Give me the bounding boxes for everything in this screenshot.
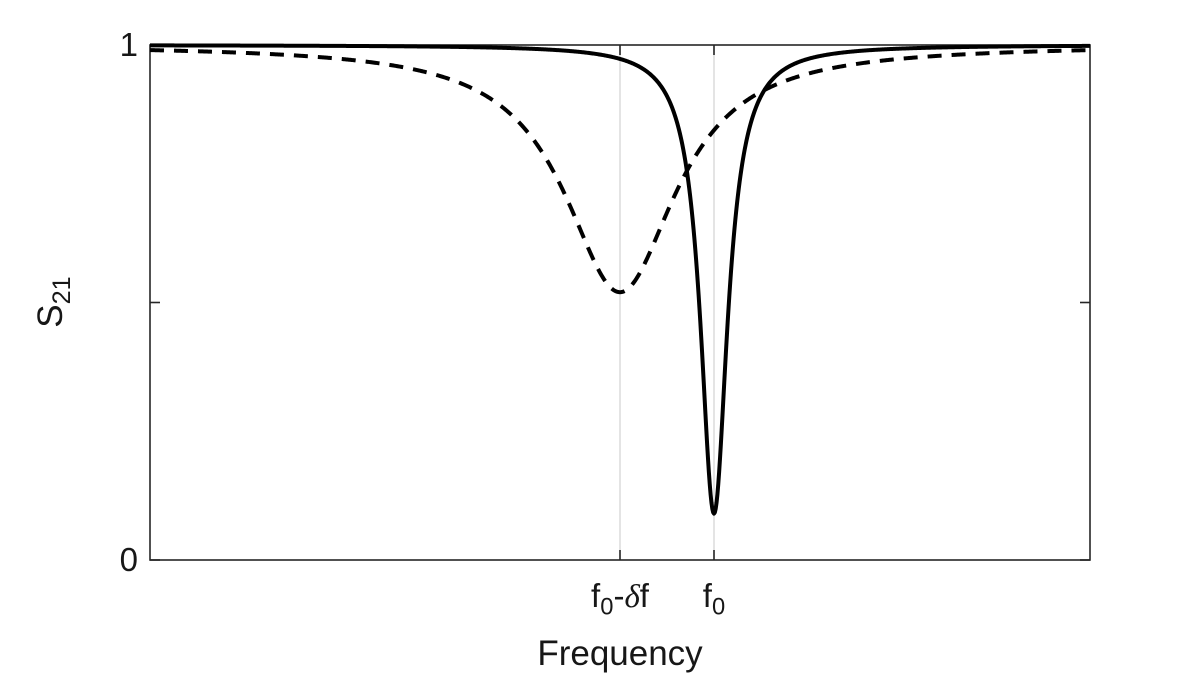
delta-symbol: δ [624,579,640,615]
x-tick-label-f0-minus-df: f0-δf [591,577,649,627]
f-symbol: f [591,577,601,614]
f-symbol: f [639,577,649,614]
y-tick-label-zero: 0 [119,541,138,578]
minus-sign: - [613,577,625,614]
x-axis-label: Frequency [537,634,703,673]
original-resonance-curve-solid [148,43,1092,516]
y-tick-label-one: 1 [119,26,138,63]
f-symbol: f [702,577,712,614]
ylabel-symbol: S [31,304,70,328]
y-axis-label: S21 [31,276,77,327]
f-subscript: 0 [711,593,726,621]
ylabel-subscript: 21 [48,276,76,305]
x-tick-label-f0: f0 [703,577,725,627]
plot-border [149,44,1091,561]
shifted-resonance-curve-dashed [148,48,1092,295]
f-subscript: 0 [600,593,614,621]
